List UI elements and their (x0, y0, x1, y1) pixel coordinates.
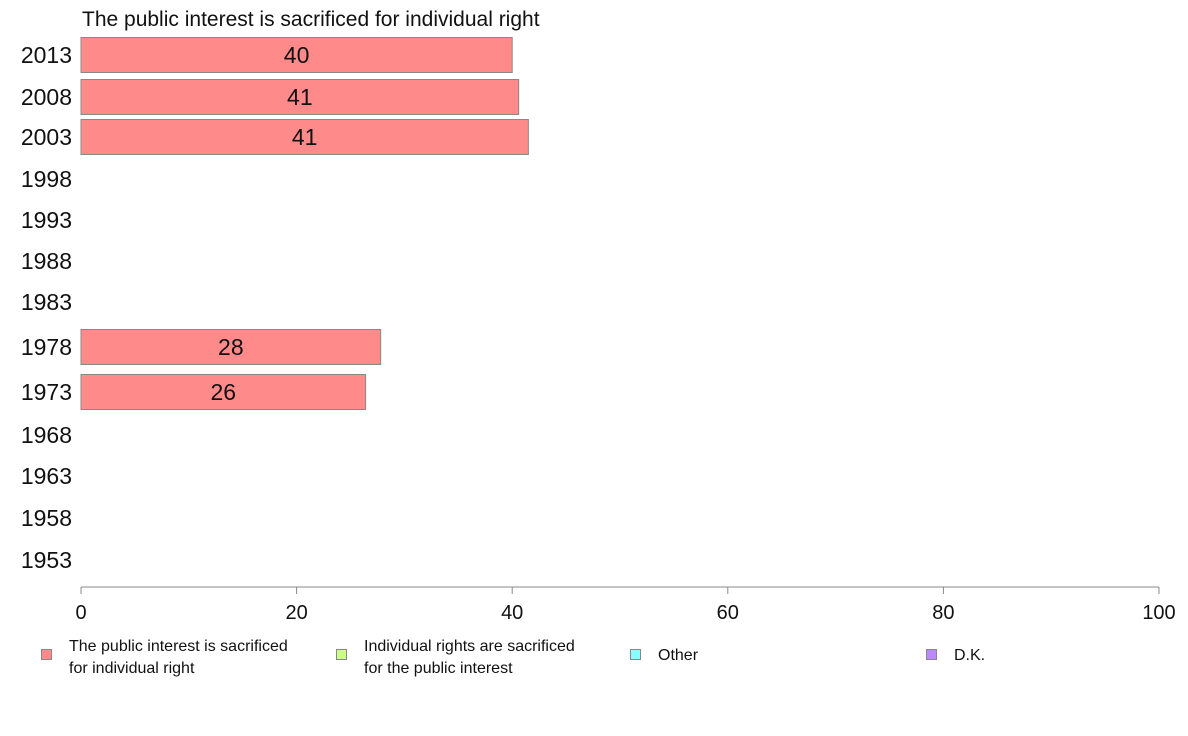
legend-label: The public interest is sacrificed for in… (69, 638, 288, 677)
bar (80, 79, 520, 115)
y-tick-label: 2013 (21, 42, 72, 68)
legend-swatch (336, 649, 347, 660)
bar (80, 37, 513, 73)
x-tick-label: 20 (285, 602, 307, 624)
y-tick-label: 1983 (21, 289, 72, 315)
bar-value-label: 28 (218, 334, 244, 360)
bar (80, 374, 367, 410)
chart-title: The public interest is sacrificed for in… (82, 8, 540, 31)
legend-item: Individual rights are sacrificed for the… (336, 636, 575, 680)
bar-value-label: 41 (287, 84, 313, 110)
x-tick-label: 40 (501, 602, 523, 624)
legend-swatch (41, 649, 52, 660)
x-axis: 0 20 40 60 80 100 (75, 586, 1176, 624)
y-tick-label: 1953 (21, 547, 72, 573)
bar-chart: The public interest is sacrificed for in… (21, 8, 1176, 624)
bar-value-label: 40 (284, 42, 310, 68)
y-tick-label: 2003 (21, 124, 72, 150)
legend-item: Other (630, 636, 698, 667)
legend-label: Individual rights are sacrificed for the… (364, 638, 575, 677)
x-tick-label: 60 (717, 602, 739, 624)
bars-group: 40 41 41 28 26 (80, 37, 529, 410)
bar (80, 119, 529, 155)
legend: The public interest is sacrificed for in… (0, 636, 1188, 686)
y-axis: 2013 2008 2003 1998 1993 1988 1983 1978 1973 1968… (21, 42, 72, 573)
legend-label: Other (658, 647, 699, 664)
bar-value-label: 41 (292, 124, 318, 150)
y-tick-label: 1968 (21, 422, 72, 448)
x-tick-label: 100 (1142, 602, 1175, 624)
y-tick-label: 1963 (21, 463, 72, 489)
legend-item: D.K. (926, 636, 985, 667)
legend-item: The public interest is sacrificed for in… (41, 636, 288, 680)
legend-swatch (926, 649, 937, 660)
y-tick-label: 1973 (21, 379, 72, 405)
legend-label: D.K. (954, 647, 986, 664)
y-tick-label: 2008 (21, 84, 72, 110)
x-tick-label: 0 (75, 602, 86, 624)
bar (80, 329, 382, 365)
y-tick-label: 1958 (21, 505, 72, 531)
legend-swatch (630, 649, 641, 660)
y-tick-label: 1993 (21, 207, 72, 233)
y-tick-label: 1998 (21, 166, 72, 192)
bar-value-label: 26 (210, 379, 236, 405)
x-tick-label: 80 (932, 602, 954, 624)
y-tick-label: 1978 (21, 334, 72, 360)
y-tick-label: 1988 (21, 248, 72, 274)
